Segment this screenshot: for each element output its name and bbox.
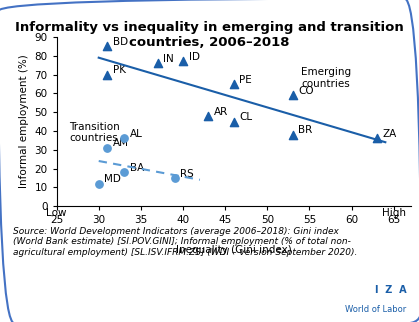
Point (171, 175, 178, 180)
Text: Informality vs inequality in emerging and transition
countries, 2006–2018: Informality vs inequality in emerging an… (15, 21, 404, 49)
Point (230, 119, 237, 124)
Text: CO: CO (298, 86, 314, 96)
Point (230, 81, 237, 87)
Text: BA: BA (129, 163, 144, 173)
Text: ID: ID (189, 52, 199, 62)
Point (104, 72, 111, 77)
Point (104, 145, 111, 150)
Point (374, 136, 380, 141)
Text: High: High (382, 208, 406, 218)
Text: AR: AR (214, 107, 228, 117)
Y-axis label: Informal employment (%): Informal employment (%) (19, 55, 29, 188)
Text: PK: PK (113, 65, 126, 75)
Point (289, 132, 296, 137)
Text: CL: CL (239, 112, 252, 122)
Text: ZA: ZA (383, 129, 397, 139)
Text: World of Labor: World of Labor (345, 305, 406, 314)
Text: IN: IN (163, 54, 174, 64)
Text: AL: AL (129, 129, 142, 139)
Text: BR: BR (298, 125, 313, 135)
Point (96, 181, 102, 186)
Point (104, 44, 111, 49)
X-axis label: Inequality (Gini index): Inequality (Gini index) (176, 244, 292, 255)
Point (289, 93, 296, 98)
Text: I  Z  A: I Z A (375, 285, 406, 295)
Point (121, 170, 127, 175)
Text: Low: Low (47, 208, 67, 218)
Point (121, 136, 127, 141)
Text: Transition
countries: Transition countries (69, 121, 120, 143)
Text: RS: RS (180, 168, 194, 178)
Text: PE: PE (239, 75, 252, 85)
Text: MD: MD (104, 174, 121, 184)
Point (205, 113, 212, 118)
Point (154, 61, 161, 66)
Text: Emerging
countries: Emerging countries (301, 67, 351, 89)
Point (180, 59, 186, 64)
Text: AM: AM (113, 138, 129, 148)
Text: BD: BD (113, 37, 128, 47)
Text: Source: World Development Indicators (average 2006–2018): Gini index
(World Bank: Source: World Development Indicators (av… (13, 227, 357, 257)
